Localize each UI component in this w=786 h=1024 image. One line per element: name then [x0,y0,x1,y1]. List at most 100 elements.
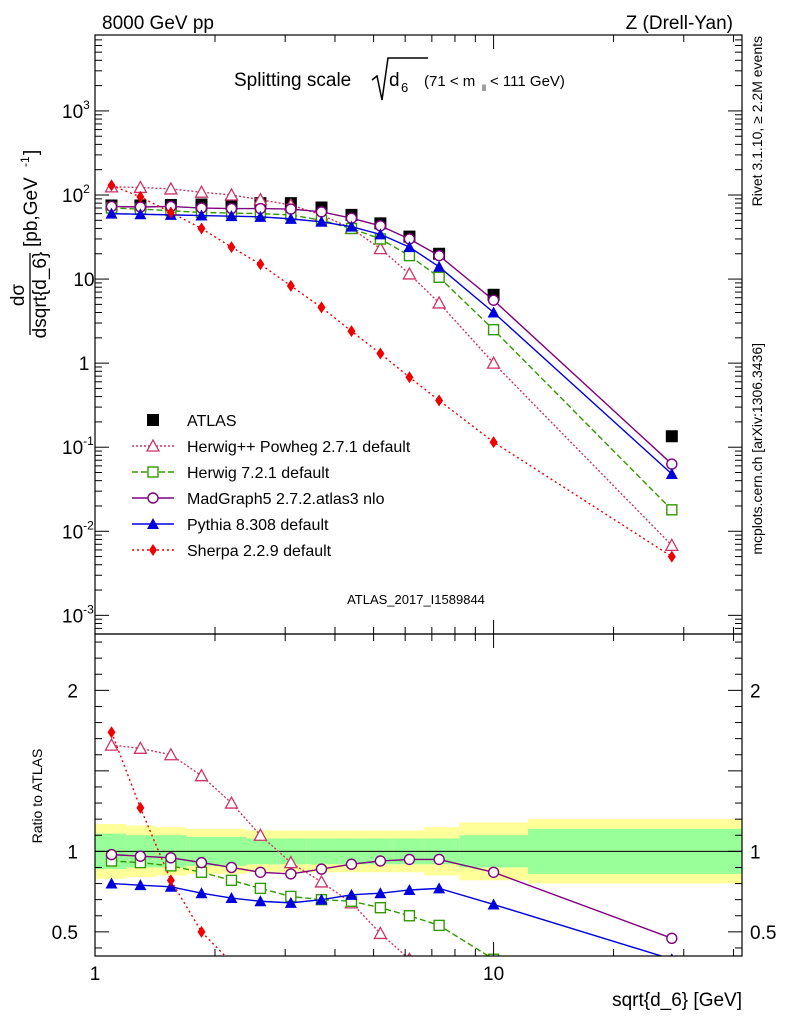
data-point [317,301,326,314]
y-tick-label: 10-1 [62,434,94,459]
ratio-point [373,926,388,940]
ratio-point [195,866,208,878]
data-point [402,266,417,280]
data-point [403,249,416,262]
ratio-point [195,887,208,899]
legend-label: MadGraph5 2.7.2.atlas3 nlo [187,491,385,508]
y-tick-exp: -2 [83,518,94,532]
ratio-y-tick-label: 2 [67,681,78,702]
data-point [405,371,414,384]
data-point [227,241,236,254]
ratio-point [666,932,678,944]
y-tick-label: 103 [62,98,90,123]
ratio-y-tick-label-right: 0.5 [750,923,776,944]
y-tick-label: 1 [79,354,90,375]
data-point [225,210,238,222]
upper-y-axis-label: dσ dsqrt{d_6} [pb,GeV -1 ] [8,150,51,339]
header-left: 8000 GeV pp [102,13,214,34]
data-point [345,220,358,232]
ratio-point [345,888,358,900]
data-point [136,190,145,203]
ratio-series-herwig-7-2-1-default [105,855,500,956]
data-point [486,355,501,369]
data-point [374,228,387,240]
ratio-point [163,747,178,761]
data-point [256,258,265,271]
title-suffix-open: (71 < m [424,73,475,90]
data-point [665,468,678,480]
title-symbol: d [389,70,400,91]
ratio-point [374,855,387,867]
header-right: Z (Drell-Yan) [626,13,733,34]
ratio-point [105,848,118,861]
legend-entry-herwig-7-2-1-default: Herwig 7.2.1 default [132,465,330,482]
ratio-point [225,874,238,887]
data-point [224,187,239,201]
data-point [197,222,206,235]
data-point [433,260,446,272]
ratio-y-tick-label: 0.5 [52,923,78,944]
ylabel-numerator: dσ [8,284,29,307]
y-tick-exp: 3 [83,98,90,112]
ratio-point [433,853,445,866]
y-tick-exp: 2 [83,182,90,196]
title-suffix-close: < 111 GeV) [490,73,565,90]
title-suffix-sub: ll [482,83,486,93]
ratio-point [133,740,148,754]
x-ticks: 1 10 [90,35,735,985]
ratio-point [670,953,674,956]
data-point [487,323,500,336]
mcplots-label: mcplots.cern.ch [arXiv:1306.3436] [749,343,765,555]
upper-y-ticks: 10-3 10-2 10-1 1 10 102 103 [62,34,742,635]
y-tick-label: 10 [73,270,94,291]
ratio-point [374,902,387,914]
data-point [433,249,445,262]
y-tick-label: 10-3 [62,602,94,627]
ratio-point [107,726,116,739]
legend-label: Pythia 8.308 default [187,517,329,534]
legend-entry-sherpa-2-2-9-default: Sherpa 2.2.9 default [132,543,332,560]
ratio-point [105,877,118,889]
data-point [285,203,297,215]
data-point [665,430,678,443]
legend-entry-madgraph5-2-7-2-atlas3-nlo: MadGraph5 2.7.2.atlas3 nlo [132,491,385,508]
ratio-point [165,852,177,864]
ratio-point [104,737,119,751]
ylabel-unit: [pb,GeV [21,177,42,247]
ratio-point [195,856,208,869]
data-point [134,208,147,220]
legend-marker [147,518,159,529]
ylabel-unit-sup: -1 [18,156,32,167]
data-point [667,550,676,563]
data-point [347,325,356,338]
legend-label: Herwig 7.2.1 default [187,465,330,482]
data-point [435,394,444,407]
series-madgraph5-2-7-2-atlas3-nlo [105,200,678,470]
ratio-point [407,951,412,956]
ratio-point [194,768,209,782]
ratio-point [283,855,298,869]
legend-marker [147,466,159,478]
ratio-point [136,801,145,814]
data-point [666,504,678,516]
data-point [403,241,416,253]
data-point [286,279,295,292]
ratio-series-madgraph5-2-7-2-atlas3-nlo [105,848,678,944]
ratio-series-herwig-powheg-2-7-1-default [104,737,412,956]
y-tick-label: 10-2 [62,518,94,543]
legend-marker [149,544,157,556]
ylabel-denominator: dsqrt{d_6} [30,252,51,339]
series-atlas [105,197,678,443]
legend-entry-pythia-8-308-default: Pythia 8.308 default [132,517,329,534]
ratio-point [284,896,297,908]
ratio-point [254,882,267,895]
legend-entry-herwig-powheg-2-7-1-default: Herwig++ Powheg 2.7.1 default [132,438,411,456]
ratio-point [374,887,387,899]
ratio-point [227,956,235,968]
series-line [111,184,673,558]
data-point [254,210,267,222]
ratio-point [433,919,445,932]
y-tick-label: 102 [62,182,90,207]
data-point [433,271,445,283]
